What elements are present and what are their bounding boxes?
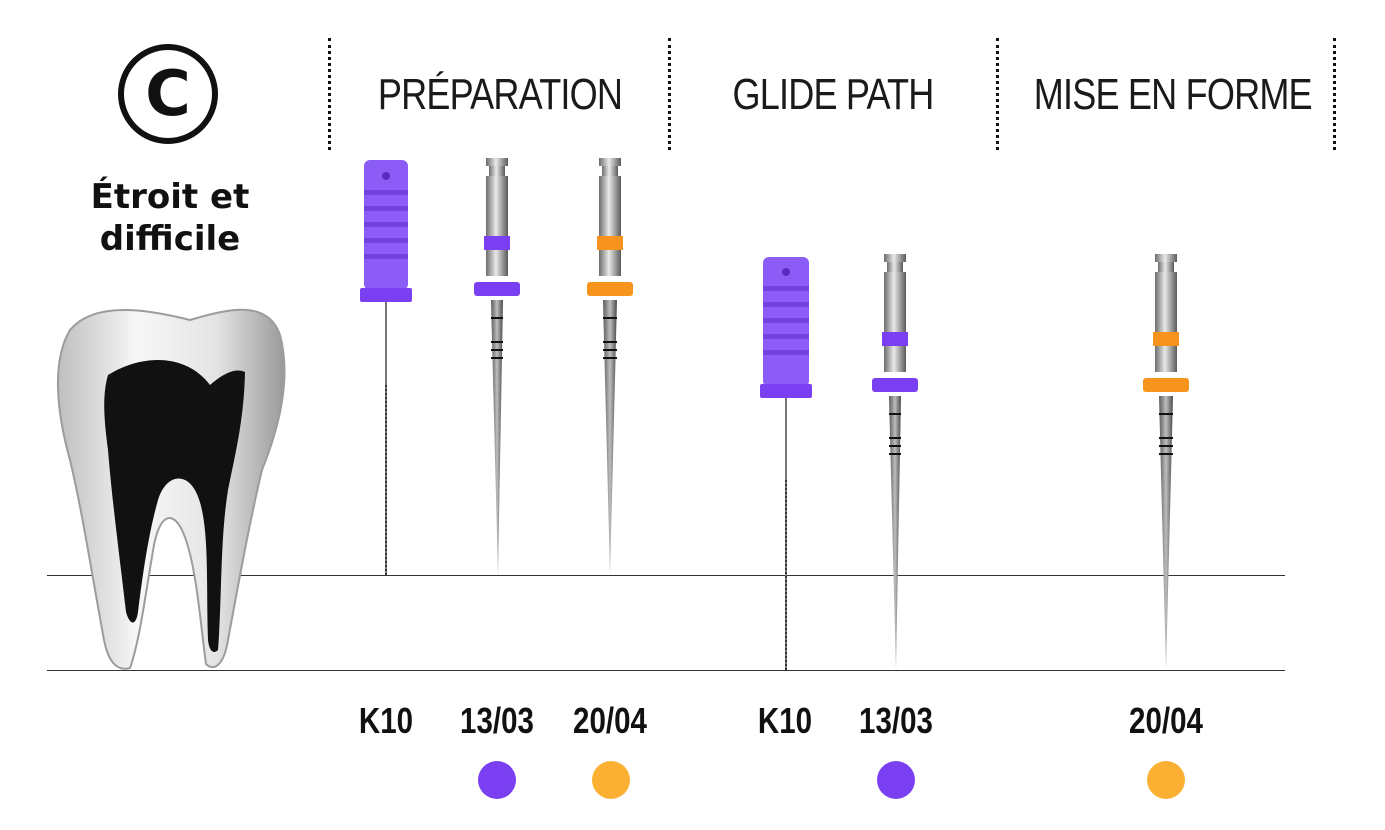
phase-separator bbox=[996, 38, 999, 150]
phase-mise-en-forme: MISE EN FORME bbox=[1033, 70, 1313, 119]
tooth-icon bbox=[57, 308, 286, 670]
file-13-03-glide-path bbox=[872, 254, 918, 670]
file-13-03-preparation bbox=[474, 158, 520, 575]
file-k10-glide-path bbox=[760, 257, 812, 670]
file-20-04-mise-en-forme bbox=[1143, 254, 1189, 670]
color-dot-purple bbox=[877, 761, 915, 799]
phase-separator bbox=[1333, 38, 1336, 150]
reference-line-lower bbox=[47, 670, 1285, 671]
case-label-line2: difficile bbox=[99, 219, 241, 259]
file-label-k10-glide-path: K10 bbox=[757, 700, 813, 741]
reference-line-upper bbox=[47, 575, 1285, 576]
case-badge: C bbox=[118, 44, 218, 144]
color-dot-purple bbox=[478, 761, 516, 799]
phase-glide-path: GLIDE PATH bbox=[732, 70, 935, 119]
color-dot-orange bbox=[1147, 761, 1185, 799]
file-label-20-04-mise-en-forme: 20/04 bbox=[1129, 700, 1203, 741]
file-label-13-03-glide-path: 13/03 bbox=[859, 700, 933, 741]
case-label: Étroit et difficile bbox=[60, 176, 280, 260]
file-k10-preparation bbox=[360, 160, 412, 575]
file-label-13-03-preparation: 13/03 bbox=[460, 700, 534, 741]
phase-separator bbox=[668, 38, 671, 150]
phase-separator bbox=[328, 38, 331, 150]
file-20-04-preparation bbox=[587, 158, 633, 575]
phase-preparation: PRÉPARATION bbox=[377, 70, 623, 119]
case-letter: C bbox=[145, 57, 191, 130]
color-dot-orange bbox=[592, 761, 630, 799]
file-label-k10-preparation: K10 bbox=[358, 700, 414, 741]
case-label-line1: Étroit et bbox=[90, 177, 250, 217]
file-label-20-04-preparation: 20/04 bbox=[573, 700, 647, 741]
